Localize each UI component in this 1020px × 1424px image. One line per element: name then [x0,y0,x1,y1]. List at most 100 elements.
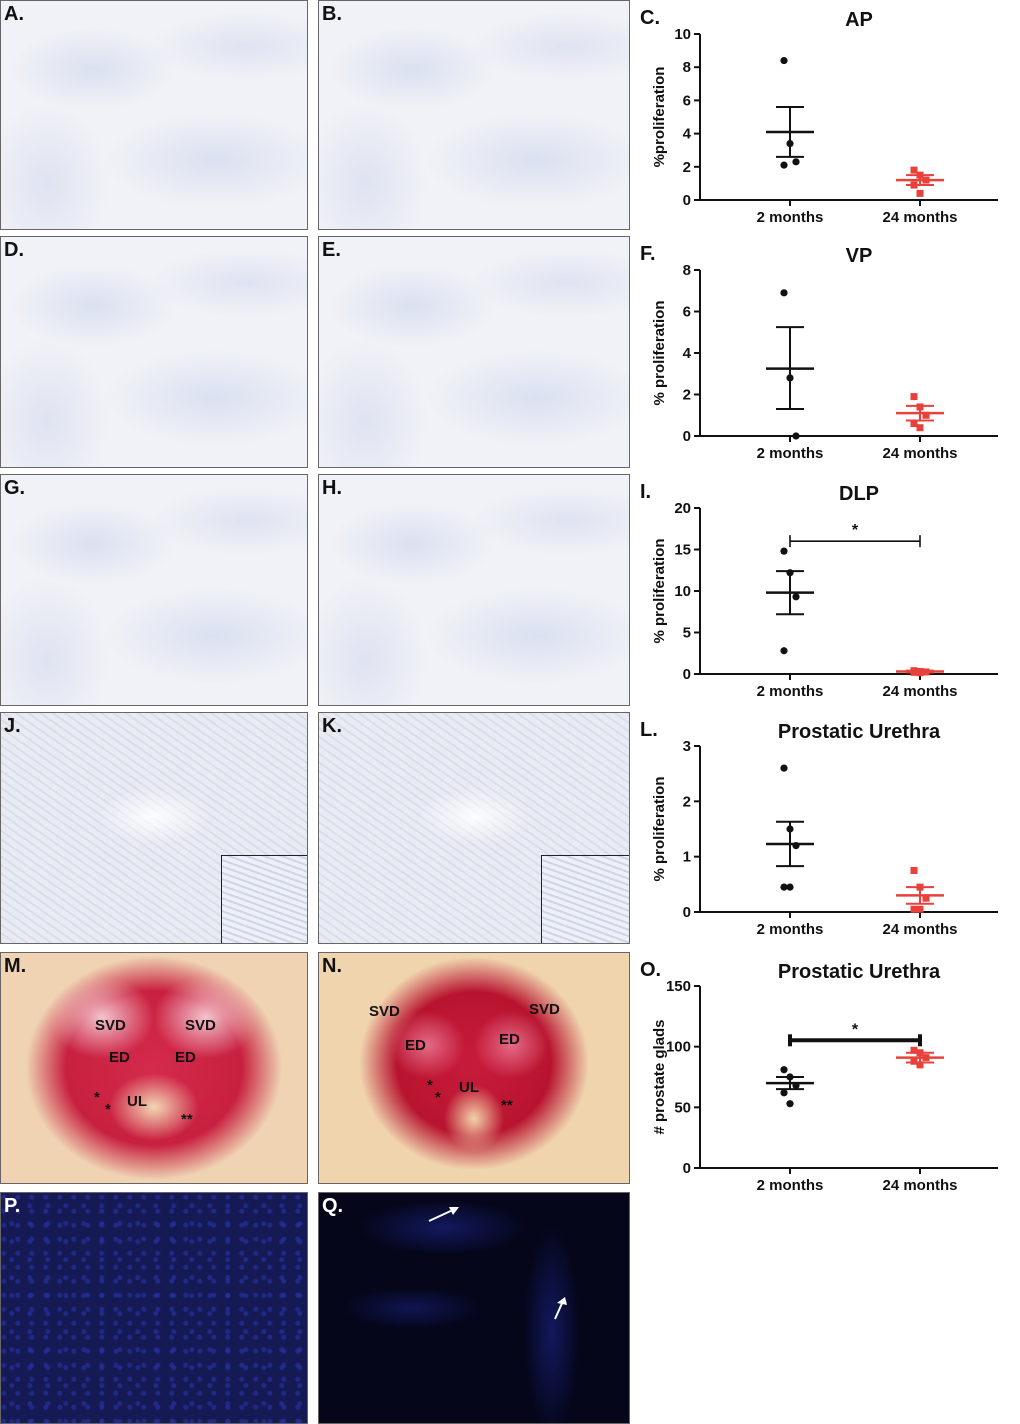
panel-label: F. [640,243,656,265]
chart-title: Prostatic Urethra [778,721,941,743]
x-tick-label: 24 months [882,1177,957,1194]
micrograph-p: P. [0,1192,308,1424]
tissue-label-star-3: ** [181,1111,193,1128]
chart-f: F. VP 0 2 4 6 8 % proliferation 2 months 24 month… [640,243,998,462]
panel-label-e: E. [322,239,341,261]
data-point [916,669,924,677]
data-point [910,166,918,174]
micrograph-d: D. [0,236,308,468]
tissue-label-star-1: * [94,1089,100,1106]
significance-label: * [852,1021,859,1038]
micrograph-a: A. [0,0,308,230]
data-point [792,1081,800,1090]
y-tick-label: 10 [674,583,691,600]
data-point [780,289,788,297]
data-point [780,161,788,169]
tissue-label-svd-left: SVD [369,1003,400,1020]
data-point [780,1089,788,1097]
y-tick-label: 0 [683,1160,691,1177]
data-point [786,1073,794,1081]
y-tick-label: 6 [683,304,691,321]
data-point [922,1054,930,1062]
x-tick-label: 24 months [882,445,957,462]
x-tick-label: 24 months [882,921,957,938]
tissue-label-star-2: * [105,1101,111,1118]
micrograph-m: M. SVD SVD ED ED UL * * ** [0,952,308,1184]
y-tick-label: 4 [683,345,692,362]
data-point [922,411,930,419]
arrow-icon [428,1207,459,1222]
micrograph-b: B. [318,0,630,230]
data-point [780,883,788,891]
data-point [916,424,924,432]
data-point [792,842,800,850]
micrograph-j: J. [0,712,308,944]
tissue-label-ed-left: ED [109,1049,130,1066]
tissue-label-star-1: * [427,1077,433,1094]
data-point [780,56,788,65]
panel-label: O. [640,959,661,981]
data-point [916,883,924,891]
tissue-label-ul: UL [127,1093,147,1110]
chart-title: DLP [839,483,879,505]
panel-label-j: J. [4,715,21,737]
micrograph-g: G. [0,474,308,706]
data-point [910,1046,918,1054]
chart-title: AP [845,9,873,31]
inset-j [221,855,307,943]
data-point [786,569,794,577]
panel-label-g: G. [4,477,26,499]
data-point [780,764,788,772]
y-tick-label: 0 [683,904,691,921]
panel-label-p: P. [4,1195,21,1217]
y-tick-label: 0 [683,666,691,683]
y-tick-label: 10 [674,26,691,43]
y-tick-label: 0 [683,192,691,209]
chart-c: C. AP 0 2 4 6 8 10 %proliferation 2 months 24 mont… [640,7,998,226]
chart-l: L. Prostatic Urethra 0 1 2 3 % proliferation 2 … [640,719,998,938]
micrograph-h: H. [318,474,630,706]
y-axis-label: % proliferation [651,776,668,881]
panel-label-n: N. [322,955,342,977]
tissue-label-svd-right: SVD [185,1017,216,1034]
y-axis-label: % proliferation [651,300,668,405]
data-point [910,905,918,913]
y-tick-label: 0 [683,428,691,445]
data-point [910,1057,918,1065]
x-tick-label: 2 months [757,683,824,700]
micrograph-q: Q. [318,1192,630,1424]
panel-label: C. [640,7,660,29]
data-point [922,668,930,676]
data-point [916,189,924,197]
tissue-label-ul: UL [459,1079,479,1096]
tissue-label-ed-right: ED [175,1049,196,1066]
tissue-label-star-2: * [435,1089,441,1106]
panel-label-k: K. [322,715,342,737]
x-tick-label: 2 months [757,445,824,462]
inset-k [541,855,629,943]
data-point [786,374,794,382]
y-tick-label: 5 [683,625,691,642]
chart-i: I. DLP 0 5 10 15 20 % proliferation 2 months 24 m… [640,481,998,700]
panel-label-a: A. [4,3,24,25]
tissue-label-star-3: ** [501,1097,513,1114]
y-axis-label: # prostate glads [651,1019,668,1134]
data-point [910,393,918,401]
y-tick-label: 6 [683,92,691,109]
data-point [792,593,800,601]
y-tick-label: 8 [683,59,691,76]
data-point [780,647,788,655]
tissue-label-svd-left: SVD [95,1017,126,1034]
y-tick-label: 150 [666,978,691,995]
y-tick-label: 8 [683,262,691,279]
y-tick-label: 100 [666,1039,691,1056]
panel-label-d: D. [4,239,24,261]
arrow-icon [554,1297,567,1320]
y-tick-label: 15 [674,542,691,559]
panel-label-q: Q. [322,1195,344,1217]
data-point [910,181,918,189]
data-point [910,668,918,676]
tissue-label-svd-right: SVD [529,1001,560,1018]
data-point [786,825,794,833]
data-point [916,1061,924,1069]
